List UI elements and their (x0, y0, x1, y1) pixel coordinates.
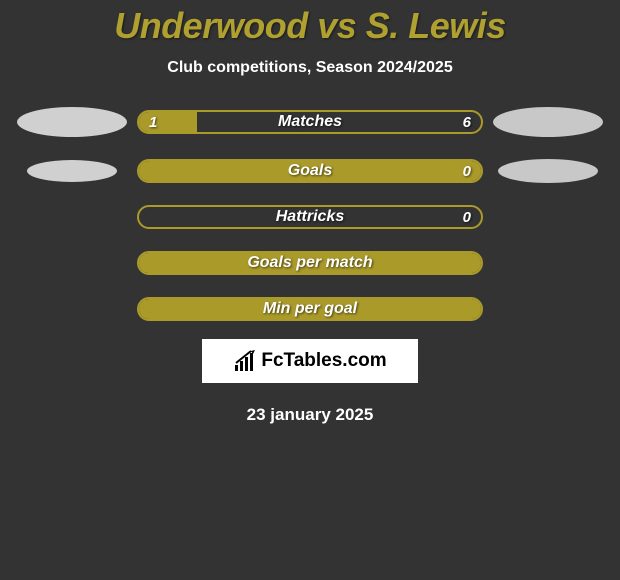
stats-block: 16Matches 0Goals 0Hattricks Goals per match… (0, 107, 620, 321)
stat-bar: Min per goal (137, 297, 483, 321)
subtitle: Club competitions, Season 2024/2025 (167, 59, 452, 77)
team-logo-right (498, 159, 598, 183)
date-line: 23 january 2025 (247, 405, 374, 425)
stat-bar: 0Goals (137, 159, 483, 183)
logo-slot-left (7, 160, 137, 182)
stat-bar: 0Hattricks (137, 205, 483, 229)
logo-slot-left (7, 107, 137, 137)
stat-label: Goals (139, 161, 481, 181)
stat-row: Min per goal (0, 297, 620, 321)
stat-label: Goals per match (139, 253, 481, 273)
stat-label: Matches (139, 112, 481, 132)
stat-row: 0Hattricks (0, 205, 620, 229)
team-logo-right (493, 107, 603, 137)
page-title: Underwood vs S. Lewis (114, 5, 506, 47)
stat-row: Goals per match (0, 251, 620, 275)
team-logo-left (17, 107, 127, 137)
brand-box: FcTables.com (202, 339, 418, 383)
logo-slot-right (483, 159, 613, 183)
stat-bar: Goals per match (137, 251, 483, 275)
stat-row: 0Goals (0, 159, 620, 183)
comparison-infographic: Underwood vs S. Lewis Club competitions,… (0, 0, 620, 425)
chart-icon (233, 349, 257, 373)
stat-label: Hattricks (139, 207, 481, 227)
team-logo-left (27, 160, 117, 182)
brand-text: FcTables.com (261, 350, 386, 372)
stat-label: Min per goal (139, 299, 481, 319)
logo-slot-right (483, 107, 613, 137)
stat-bar: 16Matches (137, 110, 483, 134)
stat-row: 16Matches (0, 107, 620, 137)
